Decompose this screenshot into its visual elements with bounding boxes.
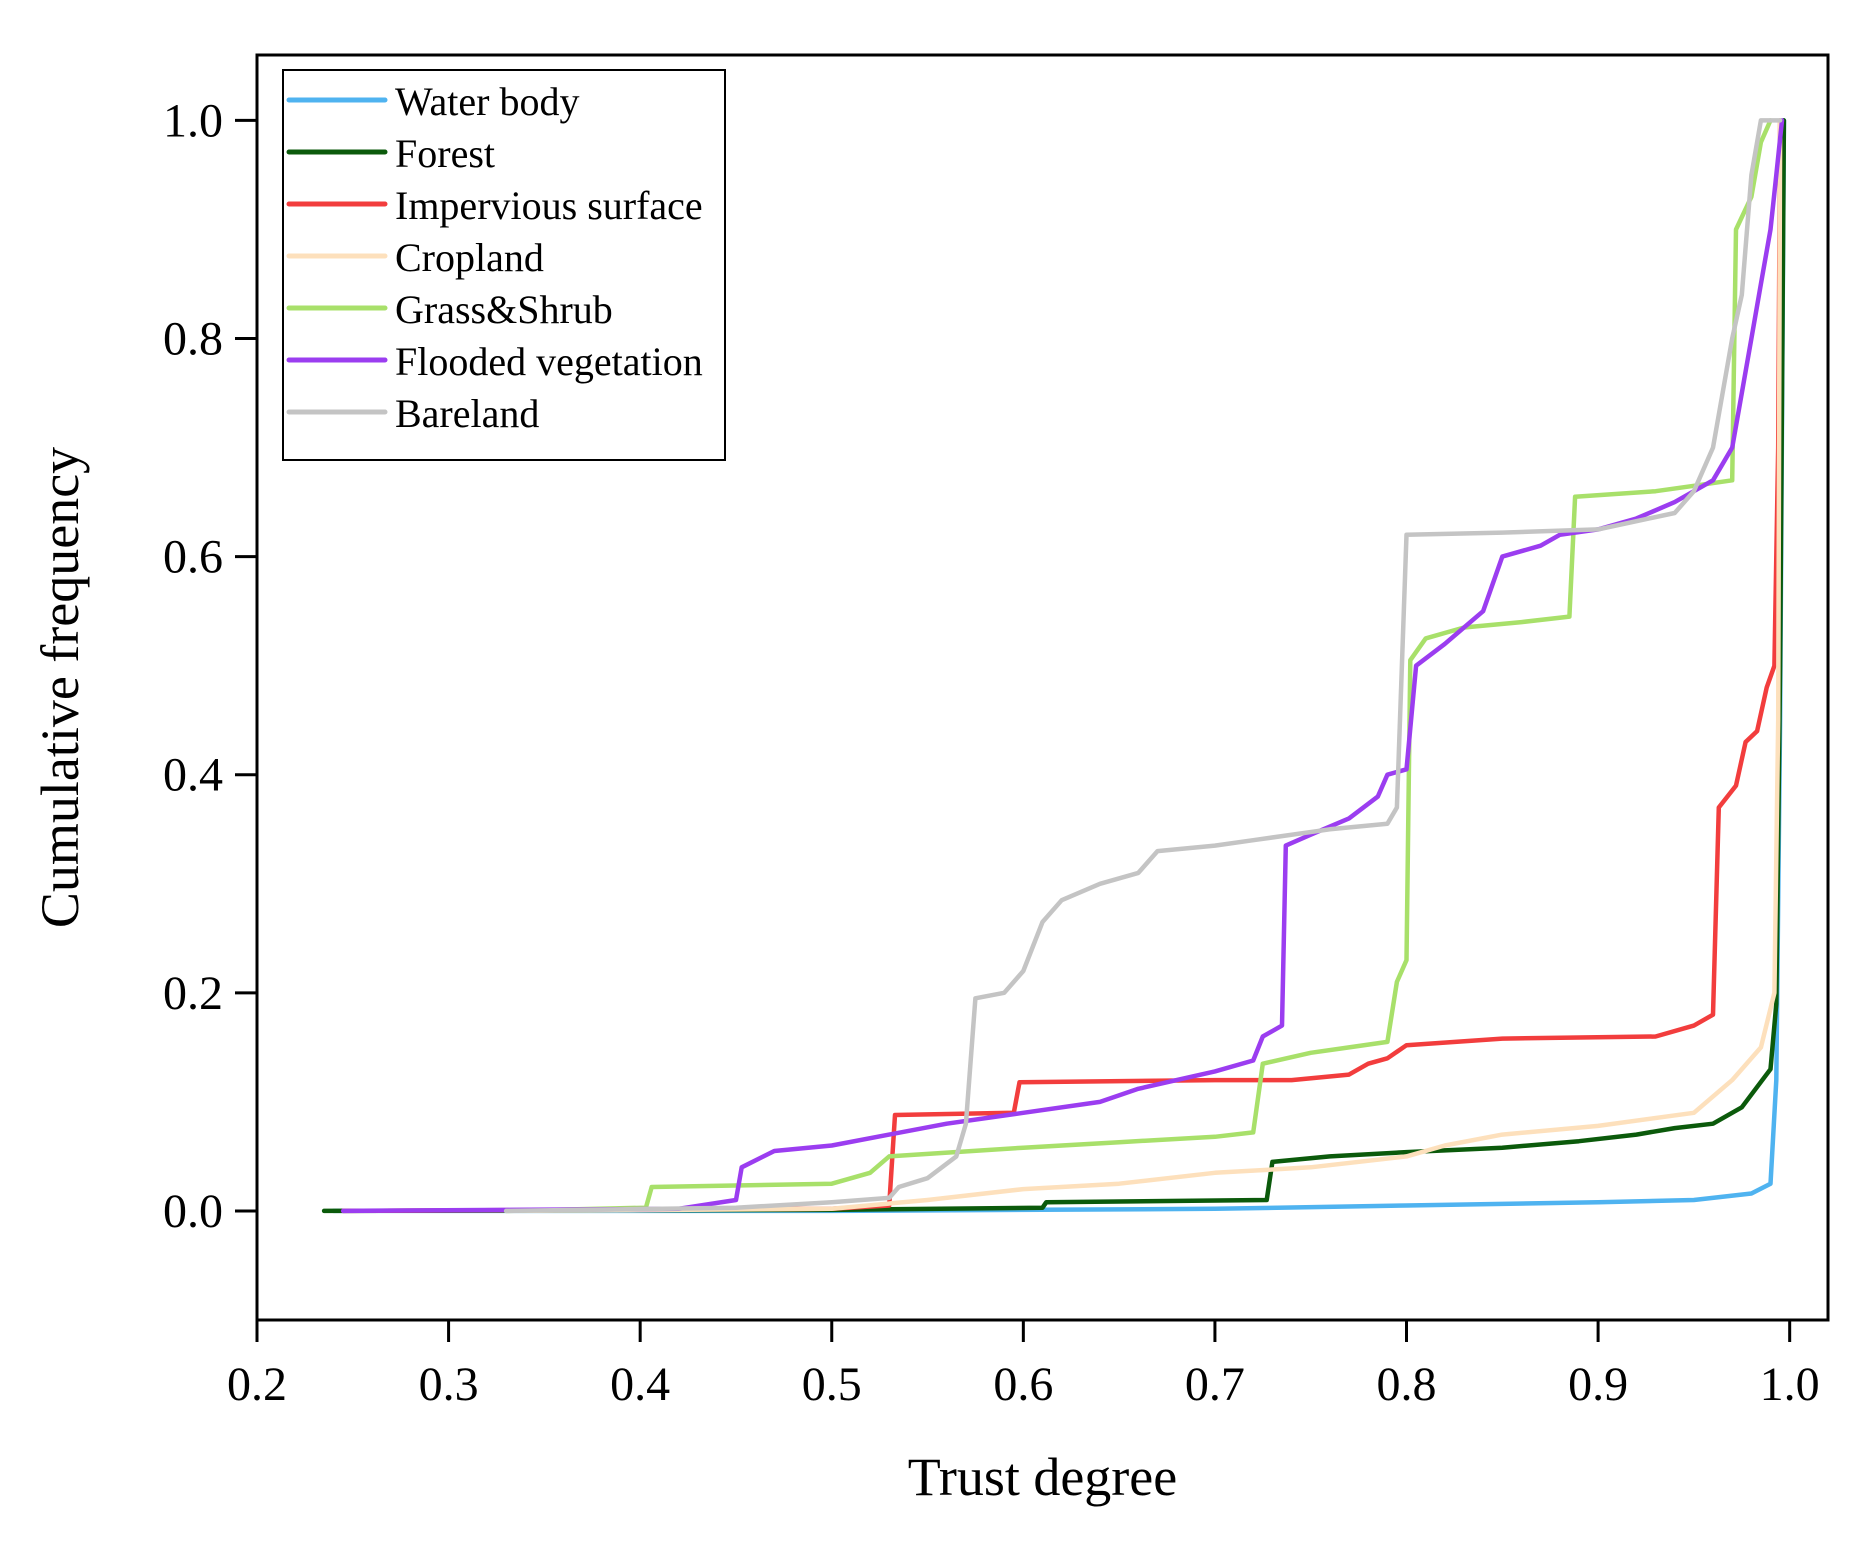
legend-label: Cropland [395, 235, 544, 280]
y-tick-label: 0.0 [163, 1185, 223, 1238]
legend-box [282, 69, 726, 461]
x-tick-label: 0.3 [419, 1358, 479, 1411]
legend-label: Water body [395, 79, 580, 124]
y-tick-label: 0.2 [163, 967, 223, 1020]
legend-label: Grass&Shrub [395, 287, 613, 332]
x-axis-label: Trust degree [908, 1447, 1177, 1507]
x-tick-label: 0.4 [610, 1358, 670, 1411]
legend: Water body Forest Impervious surface Cropla… [282, 69, 726, 461]
x-tick-label: 0.9 [1568, 1358, 1628, 1411]
y-tick-label: 0.8 [163, 313, 223, 366]
y-tick-label: 0.4 [163, 749, 223, 802]
legend-label: Forest [395, 131, 495, 176]
y-axis-label: Cumulative frequency [30, 447, 90, 928]
x-tick-label: 0.5 [802, 1358, 862, 1411]
series-line-bareland [503, 118, 1783, 1214]
x-tick-label: 0.8 [1377, 1358, 1437, 1411]
x-axis: 0.2 0.3 0.4 0.5 0.6 0.7 0.8 0.9 1.0 [227, 1320, 1820, 1411]
legend-label: Impervious surface [395, 183, 703, 228]
y-tick-label: 0.6 [163, 531, 223, 584]
plot-lines [321, 118, 1787, 1214]
plot-frame [255, 53, 1830, 1322]
y-tick-label: 1.0 [163, 94, 223, 147]
series-line-flooded-vegetation [340, 118, 1785, 1214]
series-line-cropland [503, 118, 1783, 1214]
x-tick-label: 0.7 [1185, 1358, 1245, 1411]
x-tick-label: 1.0 [1760, 1358, 1820, 1411]
series-line-impervious-surface [340, 118, 1783, 1214]
series-line-forest [321, 118, 1787, 1214]
y-axis: 0.0 0.2 0.4 0.6 0.8 1.0 [163, 94, 257, 1238]
x-tick-label: 0.2 [227, 1358, 287, 1411]
x-tick-label: 0.6 [993, 1358, 1053, 1411]
legend-label: Flooded vegetation [395, 339, 703, 384]
legend-label: Bareland [395, 391, 539, 436]
